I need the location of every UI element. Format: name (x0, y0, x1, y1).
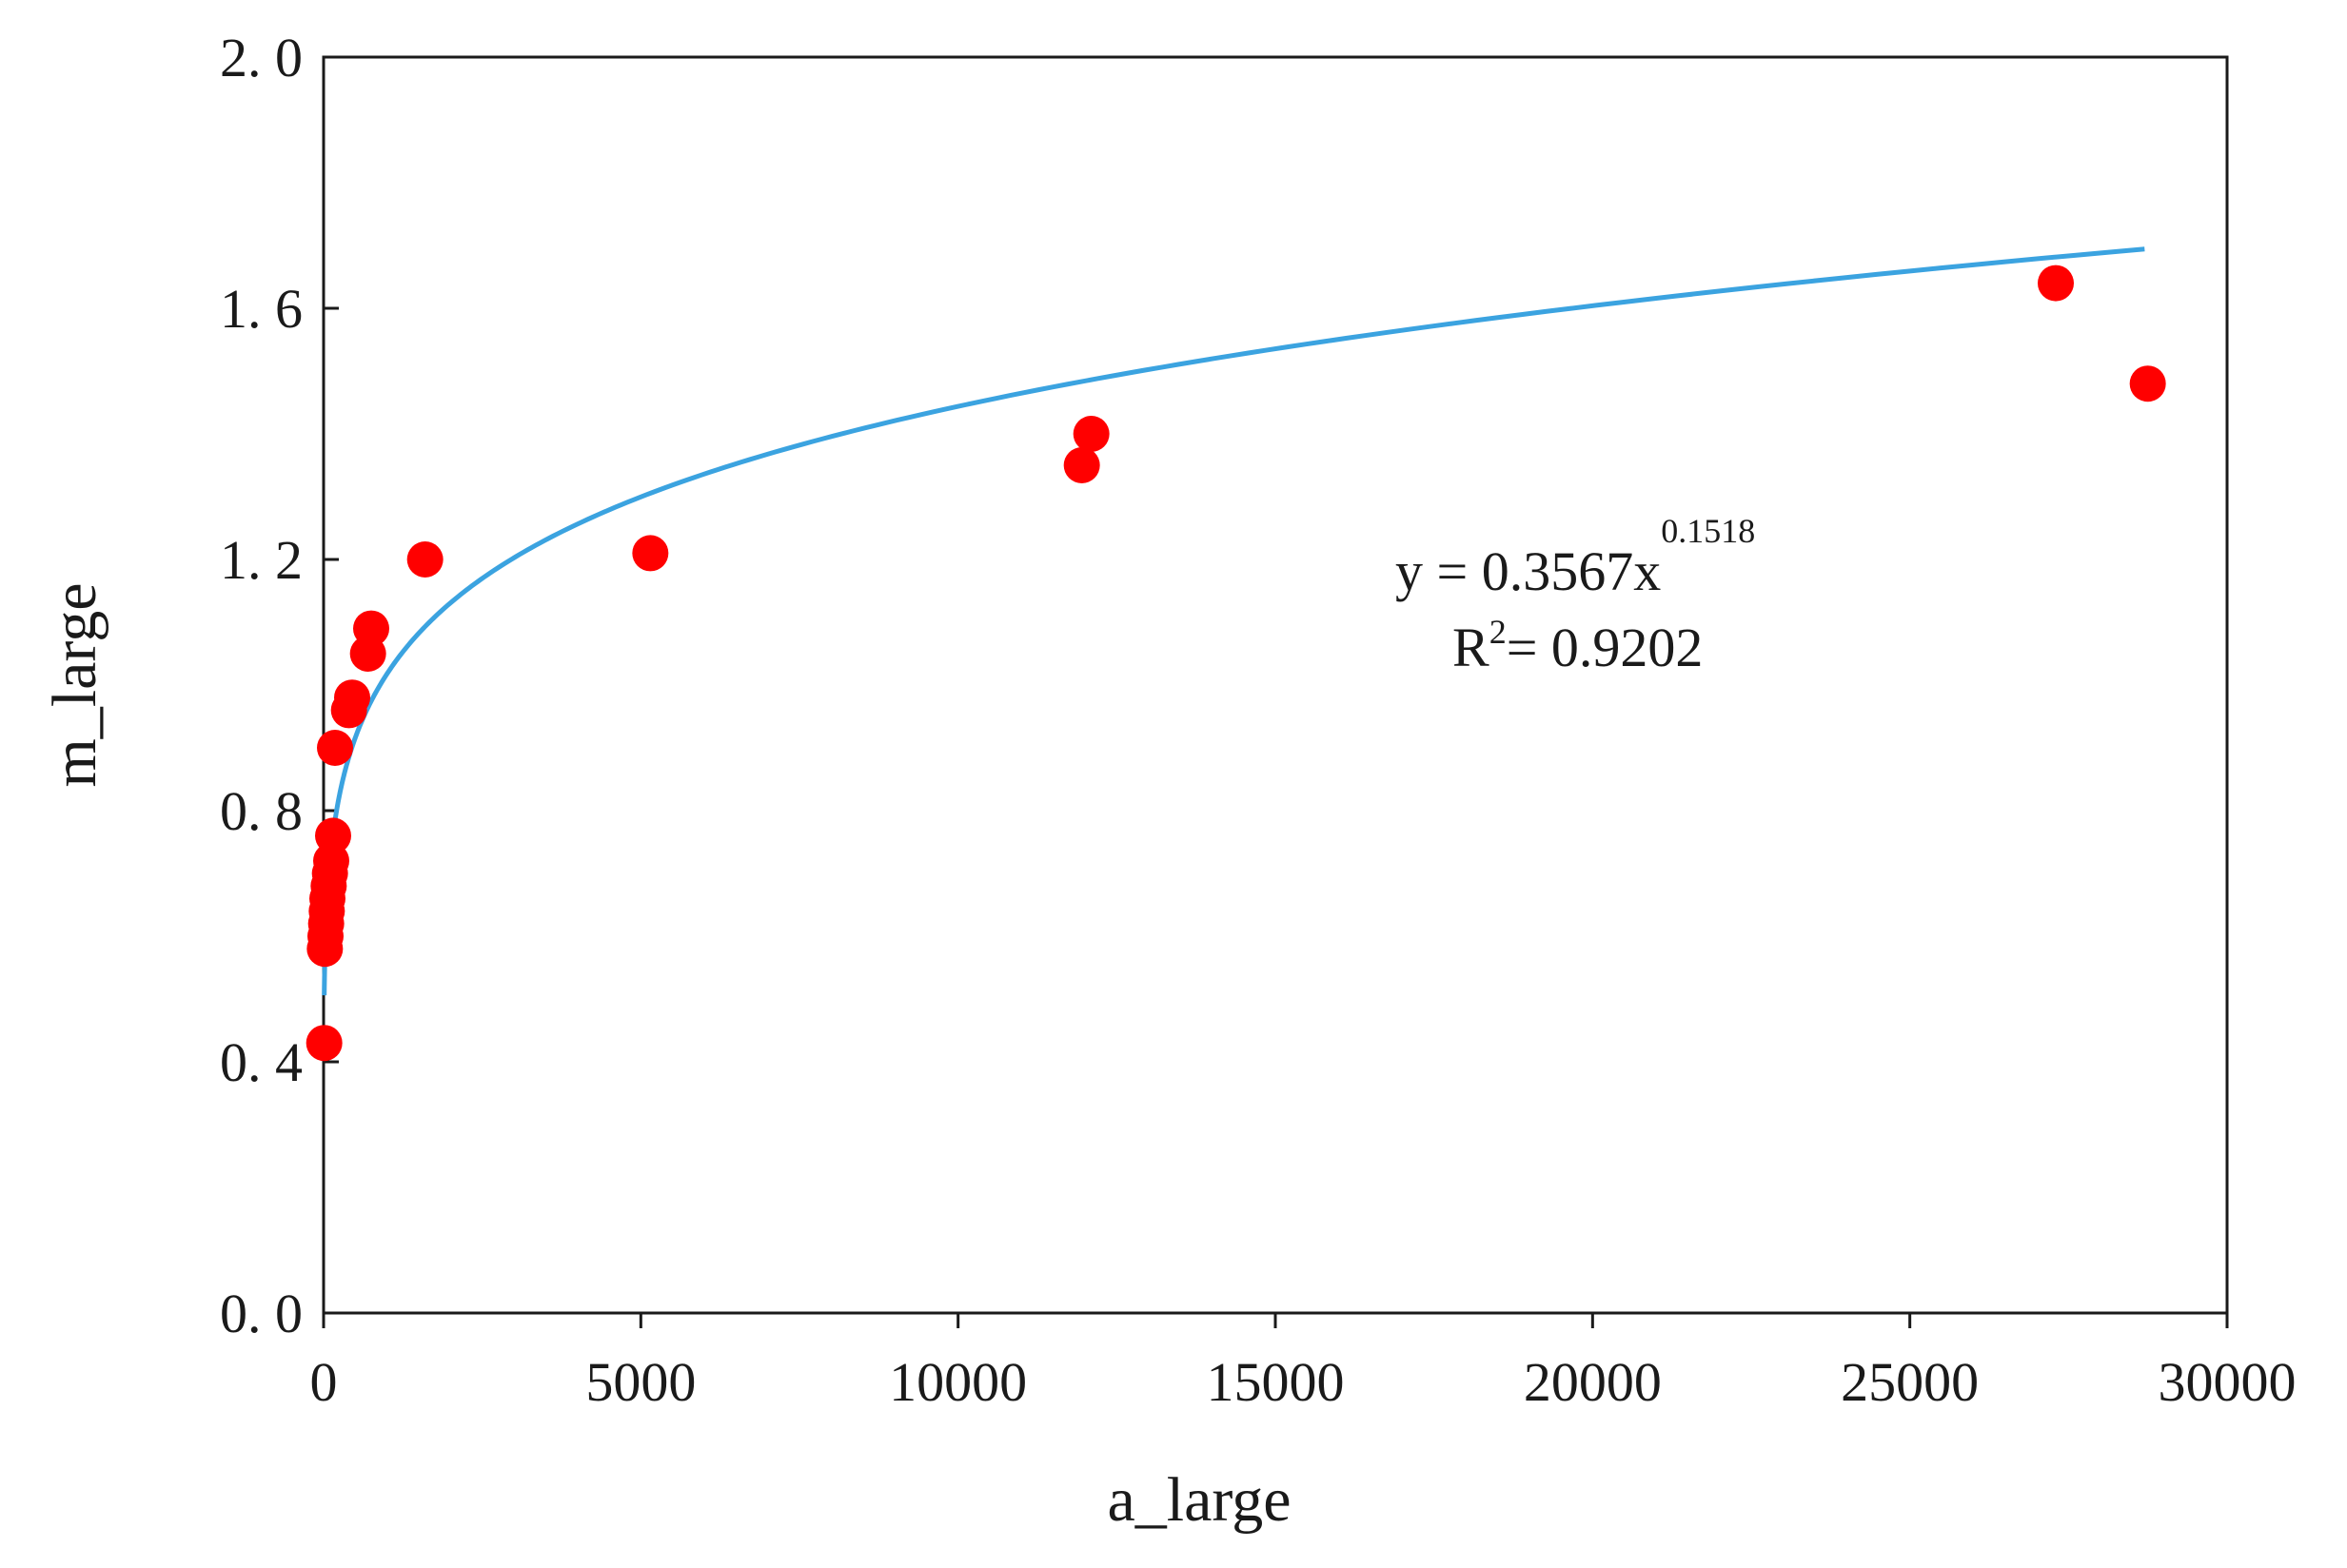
fit-equation-exponent: 0.1518 (1661, 512, 1755, 550)
data-point (334, 679, 370, 716)
x-tick-label: 15000 (1207, 1351, 1345, 1413)
r-squared-value: = 0.9202 (1507, 617, 1704, 678)
y-tick-label: 0. 4 (220, 1031, 303, 1093)
y-axis: 0. 0 0. 4 0. 8 1. 2 1. 6 2. 0 (220, 27, 339, 1344)
x-tick-label: 10000 (889, 1351, 1027, 1413)
data-point (353, 610, 389, 647)
data-point (306, 1025, 343, 1062)
data-point (1073, 416, 1110, 452)
x-axis-title: a_large (1107, 1465, 1291, 1535)
x-tick-label: 0 (310, 1351, 338, 1413)
y-tick-label: 0. 8 (220, 780, 303, 842)
r-squared-sup: 2 (1489, 613, 1507, 651)
y-tick-label: 1. 2 (220, 529, 303, 591)
data-point (317, 730, 353, 766)
data-point (1063, 447, 1100, 483)
y-tick-label: 2. 0 (220, 27, 303, 88)
x-axis: 0 5000 10000 15000 20000 25000 30000 (310, 1313, 2297, 1413)
y-tick-label: 1. 6 (220, 278, 303, 340)
x-tick-label: 20000 (1524, 1351, 1662, 1413)
fit-curve (322, 246, 2145, 996)
data-point (2129, 365, 2166, 402)
data-point (632, 535, 669, 572)
data-point (315, 817, 351, 854)
fit-equation: y = 0.3567x0.1518 (1395, 512, 1755, 602)
r-squared: R2= 0.9202 (1452, 613, 1703, 678)
y-axis-title: m_large (40, 582, 109, 787)
x-tick-label: 25000 (1841, 1351, 1979, 1413)
y-tick-label: 0. 0 (220, 1283, 303, 1344)
data-points (306, 265, 2166, 1062)
plot-frame (322, 55, 2229, 1315)
r-squared-prefix: R (1452, 617, 1489, 678)
data-point (2038, 265, 2074, 302)
x-tick-label: 30000 (2159, 1351, 2297, 1413)
x-tick-label: 5000 (585, 1351, 696, 1413)
fit-equation-base: y = 0.3567x (1395, 540, 1661, 602)
data-point (406, 541, 444, 578)
